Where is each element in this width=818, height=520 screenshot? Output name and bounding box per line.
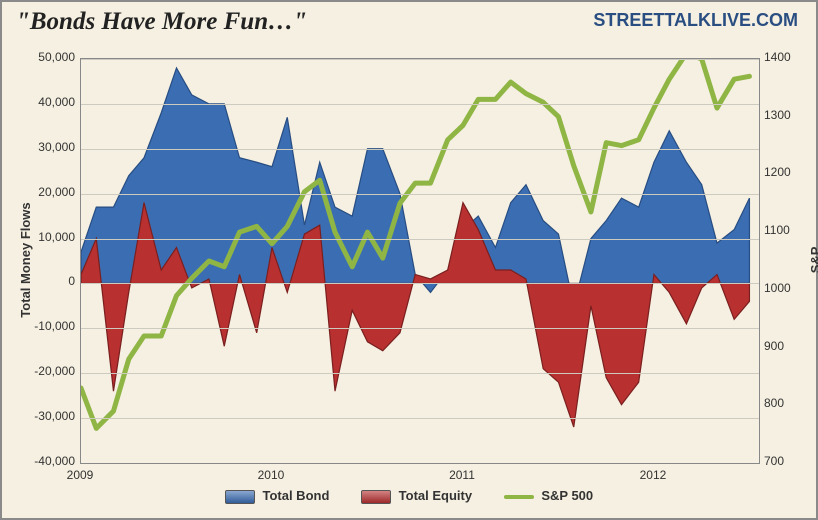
x-tick-label: 2010 [258, 468, 285, 482]
legend: Total Bond Total Equity S&P 500 [2, 488, 816, 504]
y-left-tick-label: 10,000 [20, 230, 75, 244]
y-left-tick-label: 50,000 [20, 50, 75, 64]
y-right-tick-label: 1100 [764, 223, 804, 237]
swatch-sp500 [504, 495, 534, 499]
gridline [81, 283, 759, 284]
x-tick-label: 2012 [640, 468, 667, 482]
y-left-tick-label: 40,000 [20, 95, 75, 109]
x-tick-mark [272, 463, 273, 464]
y-right-tick-label: 900 [764, 339, 804, 353]
gridline [81, 373, 759, 374]
chart-frame: "Bonds Have More Fun…" STREETTALKLIVE.CO… [0, 0, 818, 520]
legend-item-equity: Total Equity [361, 488, 472, 504]
legend-label-sp500: S&P 500 [541, 488, 593, 503]
legend-item-sp500: S&P 500 [504, 488, 593, 503]
y-axis-left-title: Total Money Flows [18, 202, 33, 317]
y-right-tick-label: 1300 [764, 108, 804, 122]
x-tick-label: 2011 [449, 468, 475, 482]
watermark: STREETTALKLIVE.COM [593, 10, 798, 31]
legend-label-bond: Total Bond [262, 488, 329, 503]
y-left-tick-label: 30,000 [20, 140, 75, 154]
gridline [81, 239, 759, 240]
gridline [81, 418, 759, 419]
gridline [81, 463, 759, 464]
gridline [81, 59, 759, 60]
y-left-tick-label: -40,000 [20, 454, 75, 468]
x-tick-mark [654, 463, 655, 464]
y-right-tick-label: 1000 [764, 281, 804, 295]
y-right-tick-label: 1400 [764, 50, 804, 64]
x-tick-mark [81, 463, 82, 464]
header: "Bonds Have More Fun…" STREETTALKLIVE.CO… [2, 2, 816, 50]
y-left-tick-label: -10,000 [20, 319, 75, 333]
y-right-tick-label: 1200 [764, 165, 804, 179]
y-left-tick-label: -20,000 [20, 364, 75, 378]
y-axis-right-title: S&P 500 [808, 247, 818, 274]
gridline [81, 194, 759, 195]
plot-area [80, 58, 760, 464]
swatch-bond [225, 490, 255, 504]
y-right-tick-label: 700 [764, 454, 804, 468]
chart-title: "Bonds Have More Fun…" [16, 8, 307, 36]
swatch-equity [361, 490, 391, 504]
gridline [81, 328, 759, 329]
y-left-tick-label: -30,000 [20, 409, 75, 423]
x-tick-mark [463, 463, 464, 464]
y-right-tick-label: 800 [764, 396, 804, 410]
y-left-tick-label: 0 [20, 274, 75, 288]
chart-svg [81, 59, 759, 463]
gridline [81, 104, 759, 105]
y-left-tick-label: 20,000 [20, 185, 75, 199]
gridline [81, 149, 759, 150]
legend-label-equity: Total Equity [399, 488, 472, 503]
x-tick-label: 2009 [67, 468, 94, 482]
legend-item-bond: Total Bond [225, 488, 330, 504]
